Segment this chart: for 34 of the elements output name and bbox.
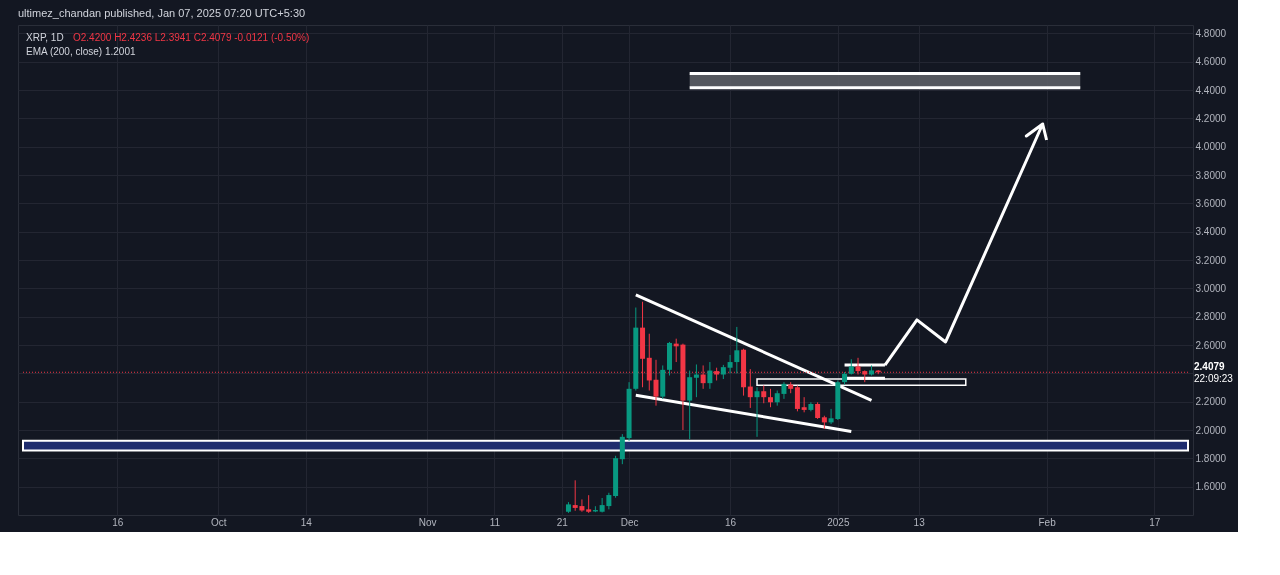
y-tick-label: 3.4000 xyxy=(1195,226,1227,238)
y-tick-label: 2.2000 xyxy=(1195,396,1227,408)
y-tick-label: 2.8000 xyxy=(1195,311,1227,323)
x-tick-label: 16 xyxy=(725,516,737,528)
y-tick-label: 4.2000 xyxy=(1195,112,1227,124)
x-tick-label: 21 xyxy=(556,516,569,528)
annotation: O2.4200 H2.4236 L2.3941 C2.4079 -0.0121 (-0.50%) xyxy=(73,32,310,43)
x-tick-label: 14 xyxy=(300,516,313,528)
text: 22:09:23 xyxy=(1194,373,1234,385)
chart-title: ultimez_chandan published, Jan 07, 2025 07:20 UTC+5:30 xyxy=(18,7,306,19)
y-tick-label: 2.6000 xyxy=(1195,339,1227,351)
x-tick-label: Dec xyxy=(620,516,639,528)
x-tick-label: 17 xyxy=(1149,516,1161,528)
x-tick-label: Nov xyxy=(418,516,437,528)
y-tick-label: 2.0000 xyxy=(1195,424,1227,436)
annotation: EMA (200, close) 1.2001 xyxy=(26,46,136,57)
y-tick-label: 3.8000 xyxy=(1195,169,1227,181)
y-tick-label: 4.8000 xyxy=(1195,28,1227,39)
y-tick-label: 3.2000 xyxy=(1195,254,1227,266)
x-tick-label: Oct xyxy=(211,516,227,528)
text: XRP, 1D xyxy=(26,32,64,43)
y-tick-label: 4.0000 xyxy=(1195,141,1227,153)
x-tick-label: 11 xyxy=(489,516,501,528)
y-tick-label: 1.8000 xyxy=(1195,452,1227,464)
x-tick-label: Feb xyxy=(1038,516,1057,528)
x-tick-label: 2025 xyxy=(827,516,850,528)
y-tick-label: 1.6000 xyxy=(1195,481,1227,493)
y-tick-label: 4.4000 xyxy=(1195,84,1227,96)
y-tick-label: 3.6000 xyxy=(1195,197,1227,209)
ref-line-label: 2.4079 xyxy=(1194,361,1226,373)
x-tick-label: 13 xyxy=(913,516,926,528)
y-tick-label: 3.0000 xyxy=(1195,282,1227,294)
x-tick-label: 16 xyxy=(112,516,124,528)
y-tick-label: 4.6000 xyxy=(1195,56,1227,68)
